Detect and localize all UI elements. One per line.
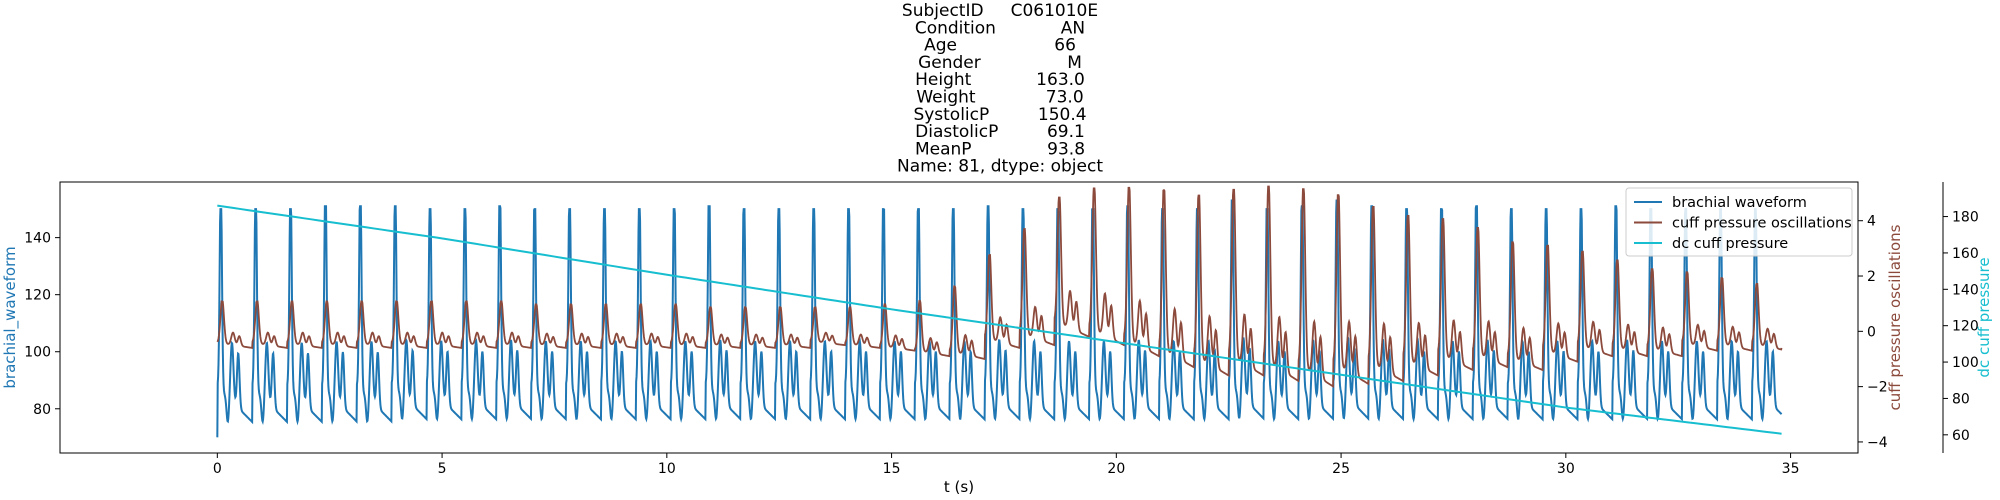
- title-line: SystolicP 150.4: [913, 105, 1086, 125]
- title-line: Gender M: [918, 53, 1082, 73]
- title-line: Name: 81, dtype: object: [897, 157, 1103, 177]
- title-line: Age 66: [924, 36, 1076, 56]
- x-tick-label: 0: [213, 461, 222, 477]
- right-axis-ticks: −4 −2 0 2 4: [1858, 214, 1888, 451]
- left-axis-ticks: 80 100 120 140: [24, 231, 60, 418]
- right-axis2-ticks: 60 80 100 120 140 160 180: [1942, 182, 1979, 453]
- left-tick-label: 100: [24, 345, 51, 361]
- x-tick-label: 10: [658, 461, 676, 477]
- left-tick-label: 140: [24, 231, 51, 247]
- x-axis-ticks: 0 5 10 15 20 25 30 35: [213, 453, 1800, 477]
- right-tick-label: 4: [1867, 214, 1876, 230]
- x-tick-label: 30: [1557, 461, 1575, 477]
- right-tick-label: 2: [1867, 269, 1876, 285]
- right-tick-label: −4: [1867, 435, 1888, 451]
- x-axis-label: t (s): [944, 478, 974, 496]
- right2-tick-label: 160: [1952, 246, 1979, 262]
- x-tick-label: 35: [1782, 461, 1800, 477]
- right-tick-label: −2: [1867, 380, 1888, 396]
- right-axis-label: cuff pressure oscillations: [1886, 224, 1904, 410]
- x-tick-label: 20: [1107, 461, 1125, 477]
- x-tick-label: 5: [438, 461, 447, 477]
- right-tick-label: 0: [1867, 324, 1876, 340]
- title-line: DiastolicP 69.1: [915, 122, 1085, 142]
- title-line: Condition AN: [915, 18, 1085, 38]
- title-line: SubjectID C061010E: [902, 1, 1098, 21]
- right2-tick-label: 60: [1952, 428, 1970, 444]
- title-line: Height 163.0: [915, 70, 1085, 90]
- right-axis2-label: dc cuff pressure: [1975, 257, 1993, 377]
- legend-entry: dc cuff pressure: [1672, 236, 1788, 252]
- title-line: MeanP 93.8: [915, 139, 1085, 159]
- right2-tick-label: 80: [1952, 391, 1970, 407]
- left-axis-label: brachial_waveform: [1, 246, 20, 388]
- x-tick-label: 15: [883, 461, 901, 477]
- legend-entry: brachial waveform: [1672, 195, 1807, 211]
- left-tick-label: 80: [33, 402, 51, 418]
- right2-tick-label: 180: [1952, 210, 1979, 226]
- right2-tick-label: 100: [1952, 355, 1979, 371]
- legend-box: [1625, 187, 1853, 257]
- series-group: [216, 185, 1783, 438]
- right2-tick-label: 120: [1952, 319, 1979, 335]
- series-line-dc-cuff-pressure: [217, 204, 1782, 435]
- plot-frame: [59, 181, 1859, 454]
- legend: brachial waveform cuff pressure oscillati…: [1625, 187, 1853, 257]
- left-tick-label: 120: [24, 288, 51, 304]
- series-line-cuff-pressure-oscillations: [216, 185, 1783, 389]
- legend-entry: cuff pressure oscillations: [1672, 216, 1852, 232]
- right2-tick-label: 140: [1952, 282, 1979, 298]
- series-line-brachial-waveform: [216, 199, 1783, 438]
- title-line: Weight 73.0: [916, 88, 1083, 108]
- x-tick-label: 25: [1332, 461, 1350, 477]
